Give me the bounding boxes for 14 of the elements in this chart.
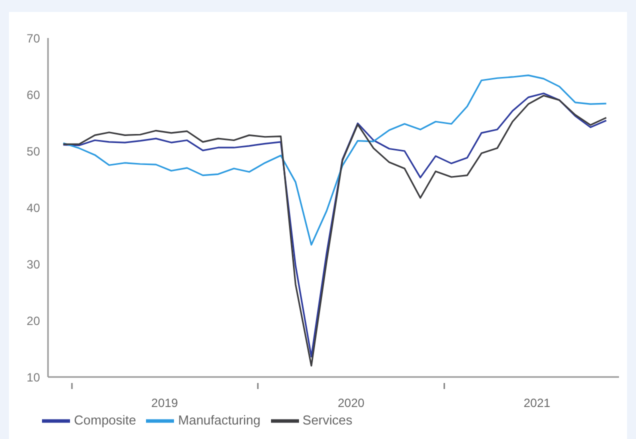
y-tick-label: 40 [26, 200, 40, 215]
x-tick-label: 2021 [524, 396, 551, 410]
y-tick-label: 70 [26, 31, 40, 46]
y-tick-label: 20 [26, 314, 40, 328]
legend-label: Services [302, 412, 352, 428]
y-tick-label: 50 [26, 144, 40, 158]
legend-label: Manufacturing [178, 412, 261, 428]
x-tick-label: 2019 [151, 396, 178, 410]
x-tick-label: 2020 [338, 396, 365, 410]
y-tick-label: 10 [26, 370, 40, 384]
y-tick-label: 60 [26, 88, 40, 102]
line-series [62, 74, 608, 246]
legend-label: Composite [74, 412, 136, 428]
y-tick-label: 30 [26, 257, 40, 272]
